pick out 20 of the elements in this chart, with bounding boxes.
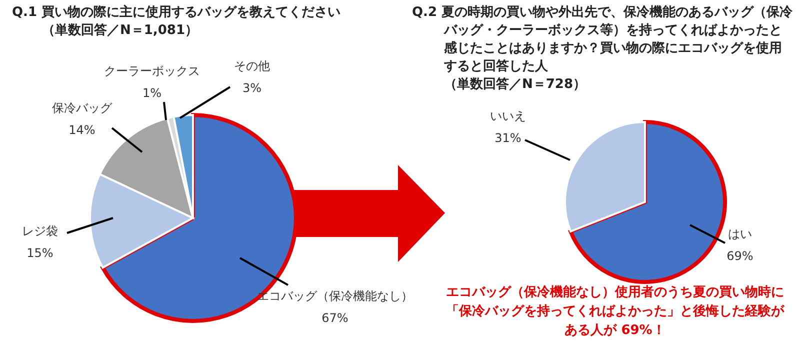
- slice-label: はい: [728, 227, 752, 241]
- data-label: 67%: [322, 311, 348, 325]
- slice-label: クーラーボックス: [104, 64, 200, 78]
- data-label: 3%: [242, 81, 262, 95]
- chart-subtitle: （単数回答／N＝1,081）: [41, 22, 199, 40]
- text: エコバッグ（保冷機能なし）使用者のうち夏の買い物時に「保冷バッグを持ってくればよかった」と後悔した経験がある人が 69%！: [445, 284, 786, 340]
- slice-label: 保冷バッグ: [52, 101, 113, 115]
- chart-title: Q.2 夏の時期の買い物や外出先で、保冷機能のあるバッグ（保冷バッグ・クーラーボックス等）を持ってくればよかったと感じたことはありますか？買い物の際にエコバッグを使用すると回答した人: [412, 4, 794, 76]
- data-label: 31%: [494, 131, 522, 145]
- data-label: 15%: [26, 246, 54, 260]
- data-label: 1%: [142, 86, 162, 100]
- slice-label: レジ袋: [22, 224, 58, 238]
- data-label: 69%: [726, 249, 754, 263]
- pie-slice: [564, 121, 646, 232]
- pie-slice: [568, 120, 727, 284]
- slice-label: いいえ: [490, 109, 526, 123]
- data-label: 14%: [68, 123, 96, 137]
- chart-subtitle: （単数回答／N＝728）: [443, 76, 588, 94]
- chart-title: Q.1 買い物の際に主に使用するバッグを教えてください: [12, 5, 341, 20]
- slice-label: その他: [234, 59, 270, 73]
